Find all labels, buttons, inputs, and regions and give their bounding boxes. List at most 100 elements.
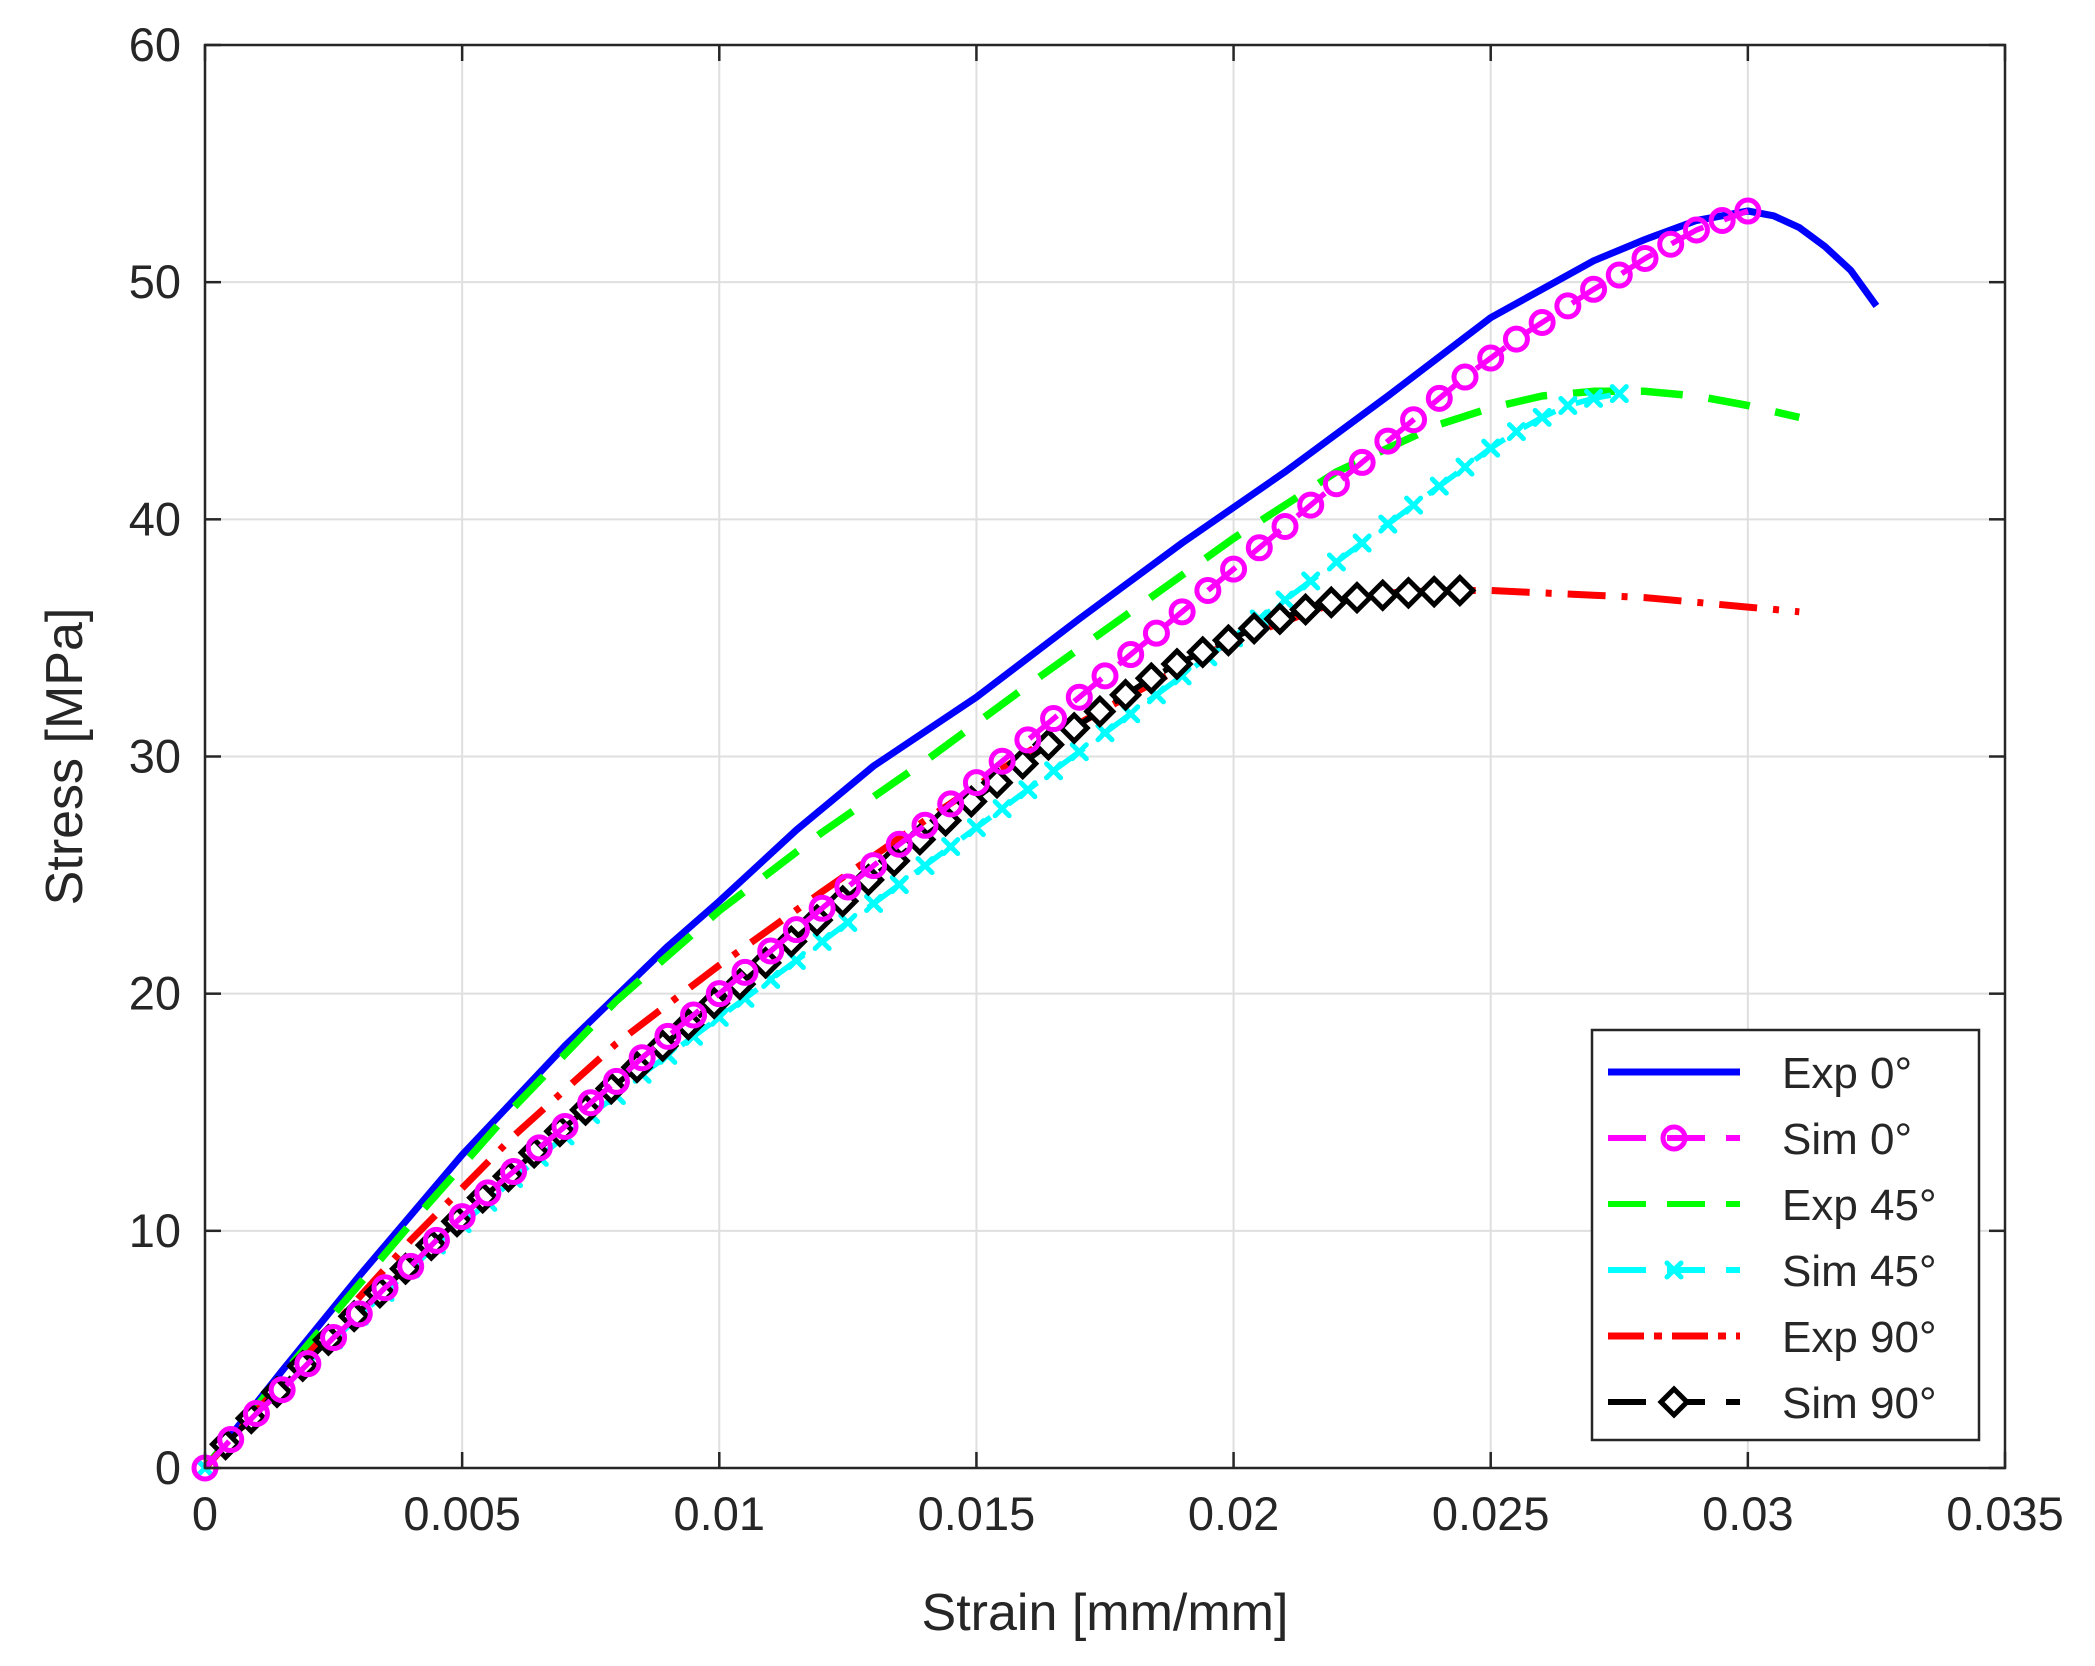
x-tick-label: 0.03 <box>1702 1487 1793 1540</box>
data-point-sim-45 <box>1429 476 1449 496</box>
data-point-sim-45 <box>1532 407 1552 427</box>
data-point-sim-0 <box>680 1001 708 1029</box>
data-point-sim-90 <box>1340 581 1374 615</box>
series-line-exp-0 <box>202 207 1880 1471</box>
legend-label-exp-0: Exp 0° <box>1782 1049 1912 1098</box>
y-tick-label: 20 <box>129 967 181 1020</box>
data-point-sim-0 <box>1400 406 1428 434</box>
data-point-sim-90 <box>1391 576 1425 610</box>
data-point-sim-90 <box>1160 647 1194 681</box>
data-point-sim-0 <box>1580 275 1608 303</box>
x-tick-label: 0.02 <box>1188 1487 1279 1540</box>
data-point-sim-90 <box>1314 585 1348 619</box>
data-point-sim-45 <box>1326 552 1346 572</box>
data-point-sim-0 <box>422 1226 450 1254</box>
data-point-sim-90 <box>1211 623 1245 657</box>
legend-item-sim-45: Sim 45° <box>1608 1247 1937 1296</box>
data-point-sim-45 <box>1018 780 1038 800</box>
data-point-sim-0 <box>268 1376 296 1404</box>
data-point-sim-0 <box>525 1134 553 1162</box>
y-tick-label: 30 <box>129 730 181 783</box>
legend-item-exp-45: Exp 45° <box>1608 1181 1937 1230</box>
data-point-sim-45 <box>1558 395 1578 415</box>
data-point-sim-0 <box>1194 576 1222 604</box>
data-point-sim-0 <box>602 1067 630 1095</box>
data-point-sim-0 <box>551 1112 579 1140</box>
data-point-sim-0 <box>320 1324 348 1352</box>
x-tick-label: 0.025 <box>1432 1487 1550 1540</box>
data-point-sim-45 <box>812 931 832 951</box>
y-tick-label: 0 <box>155 1441 181 1494</box>
y-tick-label: 10 <box>129 1204 181 1257</box>
data-point-sim-0 <box>1142 619 1170 647</box>
data-point-sim-0 <box>1477 344 1505 372</box>
series-sim-90 <box>209 573 1477 1461</box>
data-point-sim-0 <box>911 811 939 839</box>
data-point-sim-0 <box>808 894 836 922</box>
data-point-sim-0 <box>628 1044 656 1072</box>
legend-marker-sim-90 <box>1657 1385 1691 1419</box>
data-point-sim-90 <box>1237 611 1271 645</box>
data-point-sim-0 <box>397 1252 425 1280</box>
data-point-sim-0 <box>1734 197 1762 225</box>
data-point-sim-45 <box>1378 514 1398 534</box>
data-point-sim-45 <box>1455 457 1475 477</box>
series-line-sim-0 <box>202 208 1749 1470</box>
series-line-exp-90 <box>202 587 1800 1471</box>
legend-label-sim-0: Sim 0° <box>1782 1115 1912 1164</box>
x-tick-label: 0.035 <box>1946 1487 2064 1540</box>
data-point-sim-0 <box>654 1022 682 1050</box>
data-point-sim-0 <box>937 790 965 818</box>
data-point-sim-0 <box>1631 244 1659 272</box>
data-point-sim-0 <box>1245 534 1273 562</box>
data-point-sim-0 <box>217 1426 245 1454</box>
data-point-sim-0 <box>1657 230 1685 258</box>
data-point-sim-45 <box>992 799 1012 819</box>
data-point-sim-0 <box>1708 207 1736 235</box>
legend-marker-sim-0 <box>1660 1124 1688 1152</box>
data-point-sim-45 <box>915 856 935 876</box>
data-point-sim-0 <box>474 1179 502 1207</box>
data-point-sim-45 <box>966 818 986 838</box>
series-layer <box>191 197 1880 1482</box>
data-point-sim-0 <box>1322 470 1350 498</box>
x-tick-label: 0.01 <box>674 1487 765 1540</box>
data-point-sim-45 <box>1069 742 1089 762</box>
data-point-sim-0 <box>500 1158 528 1186</box>
legend: Exp 0° Sim 0° Exp 45° Sim 45° Exp 90° Sim 90° <box>1590 1028 1981 1442</box>
data-point-sim-0 <box>1502 325 1530 353</box>
data-point-sim-0 <box>1168 598 1196 626</box>
data-point-sim-0 <box>962 769 990 797</box>
data-point-sim-0 <box>1117 641 1145 669</box>
data-point-sim-90 <box>1083 694 1117 728</box>
x-axis-title: Strain [mm/mm] <box>922 1584 1289 1642</box>
data-point-sim-0 <box>242 1399 270 1427</box>
data-point-sim-0 <box>1091 662 1119 690</box>
data-point-sim-0 <box>860 852 888 880</box>
data-point-sim-0 <box>345 1300 373 1328</box>
data-point-sim-0 <box>577 1089 605 1117</box>
data-point-sim-45 <box>941 837 961 857</box>
legend-item-sim-90: Sim 90° <box>1608 1379 1937 1428</box>
series-exp-0 <box>202 207 1880 1471</box>
data-point-sim-90 <box>1263 602 1297 636</box>
data-point-sim-45 <box>1044 761 1064 781</box>
legend-label-exp-90: Exp 90° <box>1782 1313 1937 1362</box>
legend-label-sim-45: Sim 45° <box>1782 1247 1937 1296</box>
data-point-sim-0 <box>371 1274 399 1302</box>
data-point-sim-45 <box>1301 571 1321 591</box>
data-point-sim-90 <box>1417 575 1451 609</box>
y-tick-label: 60 <box>129 18 181 71</box>
y-axis-title: Stress [MPa] <box>36 608 94 906</box>
data-point-sim-90 <box>1289 592 1323 626</box>
data-point-sim-90 <box>1109 678 1143 712</box>
legend-label-exp-45: Exp 45° <box>1782 1181 1937 1230</box>
data-point-sim-45 <box>864 894 884 914</box>
data-point-sim-0 <box>1014 726 1042 754</box>
data-point-sim-90 <box>1366 578 1400 612</box>
series-exp-90 <box>202 587 1800 1471</box>
grid <box>205 45 2005 1468</box>
x-tick-label: 0 <box>192 1487 218 1540</box>
